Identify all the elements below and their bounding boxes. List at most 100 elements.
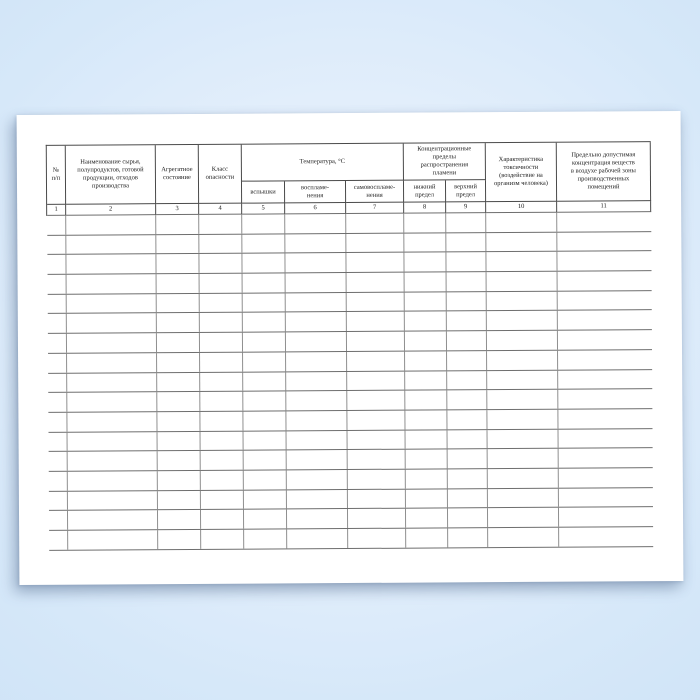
empty-cell [446,213,487,233]
empty-cell [48,471,68,491]
empty-cell [242,253,286,273]
header-cell-hazard-class: Класс опасности [198,144,243,204]
empty-cell [486,291,558,311]
empty-cell [286,469,348,490]
empty-cell [347,390,406,410]
empty-cell [67,412,158,432]
empty-cell [487,409,559,429]
empty-cell [66,274,157,294]
empty-cell [486,252,558,272]
empty-cell [67,392,158,412]
empty-cell [558,330,652,349]
empty-cell [67,510,159,530]
empty-cell [199,293,243,313]
empty-cell [446,252,487,272]
empty-cell [447,410,488,429]
empty-cell [405,429,448,449]
empty-cell [243,411,287,431]
empty-cell [347,489,406,509]
empty-cell [157,392,201,412]
empty-cell [558,370,652,389]
empty-cell [243,371,287,391]
empty-cell [404,213,447,233]
column-number-11: 11 [557,201,652,213]
empty-cell [406,528,449,548]
empty-cell [67,490,158,511]
empty-cell [486,330,559,350]
empty-cell [446,291,487,311]
empty-cell [156,214,200,234]
empty-cell [200,411,244,431]
empty-cell [49,530,69,550]
empty-cell [157,470,201,490]
empty-cell [285,292,347,312]
empty-cell [557,232,651,251]
empty-cell [405,390,448,410]
empty-cell [286,430,348,450]
empty-cell [404,331,448,351]
empty-cell [558,350,652,369]
header-cell-aggregate-state: Агрегатное состояние [155,144,200,205]
paper-sheet: № п/п Наименование сырья, полупродуктов,… [16,110,684,586]
empty-cell [67,471,158,491]
table-body [47,212,654,551]
empty-cell [346,272,405,292]
empty-cell [200,450,244,470]
column-number-1: 1 [47,204,67,216]
empty-cell [559,429,653,448]
empty-cell [200,372,244,392]
empty-cell [157,490,201,510]
empty-cell [156,333,201,352]
empty-cell [487,448,559,469]
empty-cell [347,469,406,489]
empty-cell [285,214,347,234]
empty-cell [405,370,448,390]
empty-cell [199,214,243,234]
subheader-cell-upper-limit: верхний предел [445,180,487,203]
empty-cell [346,312,405,332]
empty-cell [447,508,489,528]
empty-cell [347,351,406,371]
empty-cell [242,273,286,293]
empty-cell [201,529,245,549]
empty-cell [347,410,406,430]
header-cell-toxicity: Характеристика токсичности (воздействие … [485,142,558,203]
empty-cell [158,529,202,549]
empty-cell [242,312,286,332]
empty-cell [199,313,243,333]
empty-cell [67,431,158,451]
empty-cell [487,350,559,370]
empty-cell [347,449,406,469]
empty-cell [404,311,447,331]
empty-cell [156,293,200,313]
empty-cell [48,373,68,393]
empty-cell [346,213,405,233]
empty-cell [48,392,68,412]
empty-cell [486,311,558,331]
subheader-cell-ignition: воспламе- нения [284,181,347,204]
empty-cell [486,232,558,252]
empty-cell [557,212,651,231]
empty-cell [157,451,201,471]
empty-cell [48,451,68,471]
empty-cell [47,314,67,333]
empty-cell [47,274,67,294]
empty-cell [285,273,347,293]
empty-cell [200,352,244,372]
empty-cell [558,311,652,330]
empty-table-row [49,527,654,551]
empty-cell [405,449,448,469]
empty-cell [285,332,348,352]
empty-cell [447,429,488,449]
empty-cell [68,530,159,550]
empty-cell [446,311,487,331]
empty-cell [242,234,286,254]
empty-cell [447,390,488,410]
empty-cell [487,488,559,508]
column-number-6: 6 [285,203,347,215]
empty-cell [559,507,653,526]
empty-cell [47,235,67,255]
empty-cell [448,528,489,548]
column-number-5: 5 [242,203,286,215]
empty-cell [66,234,157,255]
